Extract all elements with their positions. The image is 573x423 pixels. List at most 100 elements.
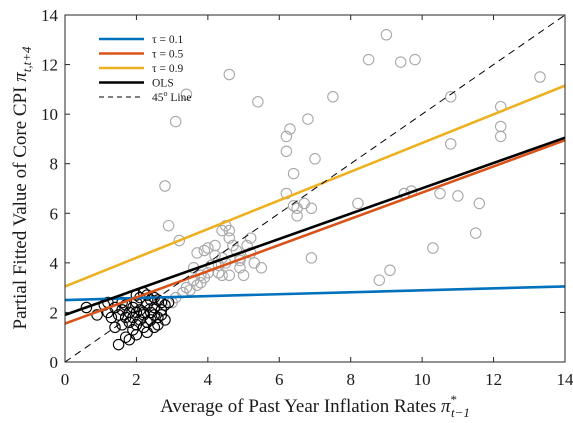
gray-point-45	[309, 153, 321, 165]
gray-point-67	[184, 284, 196, 296]
gray-point-49	[373, 274, 386, 286]
black-point-7	[112, 338, 125, 351]
gray-point-57	[434, 187, 446, 200]
gray-point-0	[162, 219, 175, 232]
gray-point-78	[187, 274, 200, 286]
line-2	[64, 84, 566, 288]
gray-point-50	[380, 29, 393, 41]
black-point-42	[152, 319, 164, 331]
gray-point-8	[198, 244, 211, 257]
black-point-10	[116, 319, 128, 331]
gray-point-59	[444, 138, 457, 150]
gray-point-33	[280, 130, 293, 143]
gray-point-17	[223, 224, 236, 237]
x-tick-label: 0	[61, 370, 70, 389]
x-tick-label: 10	[414, 370, 431, 389]
gray-point-37	[287, 200, 300, 212]
gray-point-62	[473, 197, 486, 210]
y-tick-label: 14	[41, 6, 59, 25]
gray-point-30	[255, 262, 268, 274]
line-4	[64, 14, 566, 363]
black-point-14	[123, 333, 136, 346]
x-tick-label: 12	[485, 370, 502, 389]
y-tick-label: 10	[41, 105, 58, 124]
gray-point-19	[223, 269, 236, 282]
line-0	[64, 285, 566, 302]
gray-point-5	[191, 247, 203, 259]
black-point-47	[159, 314, 171, 326]
x-tick-label: 6	[275, 370, 284, 389]
black-point-46	[159, 299, 171, 311]
gray-point-60	[452, 190, 464, 202]
x-tick-label: 4	[204, 370, 213, 389]
gray-point-21	[230, 244, 243, 257]
legend-label-4: 45o Line	[152, 89, 191, 104]
gray-point-34	[284, 123, 296, 135]
gray-point-31	[252, 96, 264, 108]
legend-label-3: OLS	[152, 78, 174, 90]
gray-point-66	[534, 71, 546, 83]
legend-label-1: τ = 0.5	[152, 49, 183, 61]
axes: 0 2 4 6 8 10 12 14 0 2 4 6 8 10 12 14	[41, 6, 573, 389]
y-tick-label: 4	[50, 254, 59, 273]
gray-point-3	[180, 88, 193, 101]
black-point-41	[152, 311, 164, 324]
gray-point-35	[280, 145, 293, 158]
line-1	[64, 138, 566, 325]
y-tick-label: 6	[50, 204, 59, 223]
gray-point-25	[237, 269, 250, 282]
gray-point-1	[169, 115, 182, 128]
x-axis-label: Average of Past Year Inflation Rates π* t…	[160, 392, 470, 420]
legend-label-2: τ = 0.9	[152, 63, 183, 75]
gray-point-43	[305, 202, 318, 215]
gray-point-64	[494, 120, 507, 133]
gray-point-55	[409, 53, 421, 66]
y-tick-label: 8	[50, 155, 59, 174]
legend-label-0: τ = 0.1	[152, 34, 183, 46]
gray-point-65	[494, 130, 507, 143]
black-point-38	[148, 321, 161, 334]
y-axis-label: Partial Fitted Value of Core CPI πt,t+4	[10, 46, 34, 329]
scatter-layer	[80, 29, 546, 351]
gray-point-52	[394, 56, 407, 68]
fit-lines-layer	[64, 14, 566, 363]
gray-point-42	[302, 113, 314, 125]
gray-point-61	[469, 227, 482, 239]
y-tick-label: 12	[41, 56, 58, 75]
gray-point-76	[209, 239, 221, 252]
black-point-13	[119, 299, 132, 311]
gray-point-69	[159, 180, 171, 192]
gray-point-48	[362, 53, 375, 66]
y-tick-label: 2	[50, 303, 59, 322]
gray-point-2	[173, 234, 186, 247]
gray-point-41	[298, 197, 311, 210]
gray-point-46	[327, 91, 339, 103]
black-point-28	[137, 306, 150, 319]
gray-point-23	[234, 262, 246, 274]
black-point-4	[105, 311, 118, 324]
black-point-11	[119, 331, 132, 343]
axes-box	[64, 14, 566, 363]
gray-point-38	[287, 167, 300, 180]
gray-point-9	[202, 242, 214, 254]
black-point-0	[80, 301, 93, 314]
gray-point-47	[352, 197, 364, 210]
gray-point-27	[244, 232, 257, 244]
gray-point-58	[444, 91, 457, 103]
gray-point-18	[223, 232, 236, 244]
black-point-6	[109, 321, 121, 334]
x-tick-label: 14	[557, 370, 573, 389]
black-point-23	[130, 328, 143, 341]
gray-point-32	[223, 68, 236, 81]
gray-point-14	[216, 269, 228, 282]
line-3	[64, 136, 566, 317]
y-tick-label: 0	[50, 353, 59, 372]
gray-point-40	[291, 210, 303, 222]
gray-point-51	[384, 264, 396, 277]
gray-point-44	[305, 252, 318, 264]
gray-point-56	[427, 242, 439, 254]
x-tick-label: 8	[346, 370, 355, 389]
x-tick-label: 2	[132, 370, 141, 389]
